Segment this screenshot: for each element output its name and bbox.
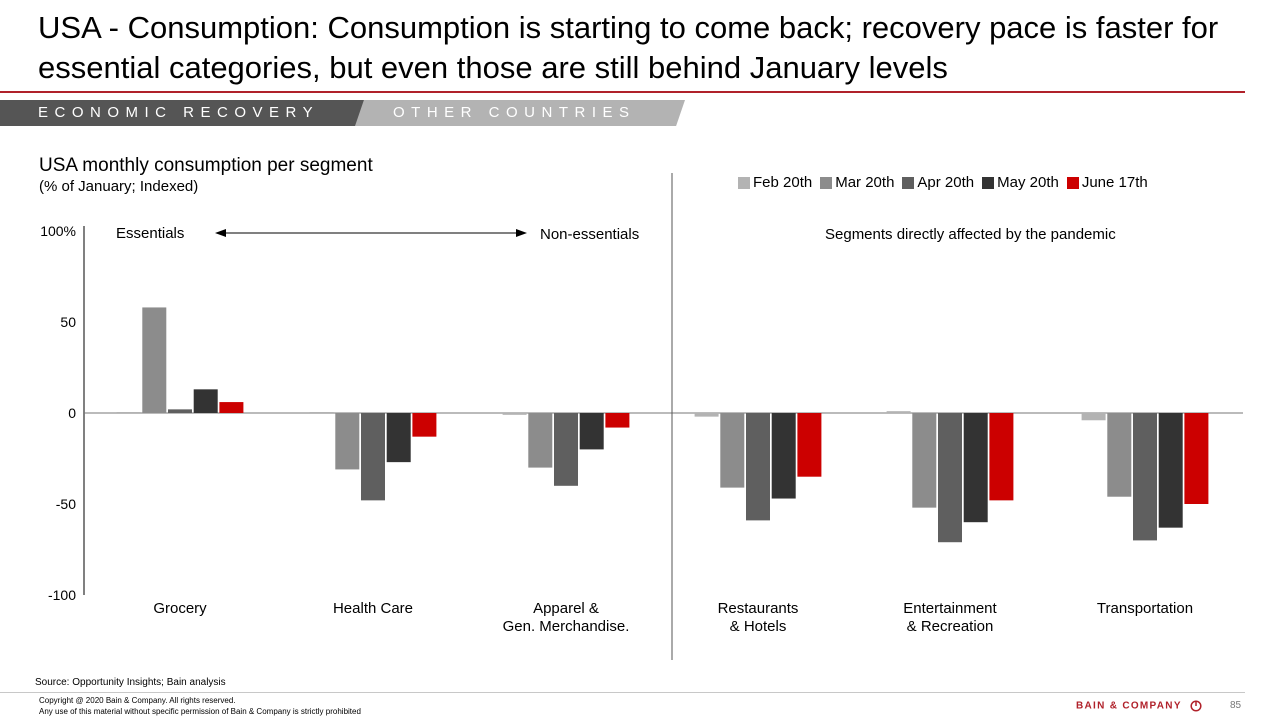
bar-apr	[1133, 413, 1157, 541]
bar-june	[1184, 413, 1209, 504]
footer-divider	[0, 692, 1245, 693]
legend-item-feb: Feb 20th	[738, 174, 812, 191]
arrow-head-right-icon	[516, 229, 527, 237]
bar-june	[412, 413, 437, 437]
chart-subtitle: (% of January; Indexed)	[39, 178, 199, 195]
copyright-notice: Copyright @ 2020 Bain & Company. All rig…	[39, 695, 361, 717]
y-tick-label: 100%	[40, 223, 76, 239]
bar-mar	[335, 413, 360, 470]
bar-june	[989, 413, 1014, 501]
bar-june	[605, 413, 630, 428]
bar-may	[771, 413, 796, 499]
legend-label-mar: Mar 20th	[835, 174, 895, 191]
copyright-line-1: Copyright @ 2020 Bain & Company. All rig…	[39, 696, 236, 705]
bar-feb	[1081, 413, 1106, 421]
annotation-essentials: Essentials	[116, 225, 184, 242]
arrow-head-left-icon	[215, 229, 226, 237]
bar-apr	[938, 413, 962, 543]
source-note: Source: Opportunity Insights; Bain analy…	[35, 677, 226, 688]
bar-feb	[694, 413, 719, 417]
category-label: Health Care	[333, 600, 413, 617]
annotation-pandemic: Segments directly affected by the pandem…	[825, 226, 1116, 243]
category-label: Entertainment	[903, 600, 997, 617]
y-tick-label: -50	[56, 496, 76, 512]
legend-swatch-mar	[820, 176, 833, 189]
copyright-line-2: Any use of this material without specifi…	[39, 707, 361, 716]
y-tick-label: 50	[60, 314, 76, 330]
category-label: Gen. Merchandise.	[503, 618, 630, 635]
bar-feb	[116, 412, 141, 413]
bar-apr	[361, 413, 385, 501]
legend-label-apr: Apr 20th	[917, 174, 975, 191]
page-number: 85	[1230, 700, 1242, 711]
legend-item-may: May 20th	[982, 174, 1059, 191]
legend-label-june: June 17th	[1081, 174, 1148, 191]
legend-item-mar: Mar 20th	[820, 174, 894, 191]
legend-item-june: June 17th	[1066, 174, 1148, 191]
bar-feb	[309, 412, 334, 413]
annotation-non-essentials: Non-essentials	[540, 226, 639, 243]
bar-june	[219, 402, 244, 413]
legend-swatch-apr	[902, 176, 915, 189]
brand-name: BAIN & COMPANY	[1076, 700, 1182, 712]
brand-logo: BAIN & COMPANY	[1076, 700, 1202, 712]
bain-logo-icon	[1190, 700, 1202, 712]
bar-may	[963, 413, 988, 523]
legend-swatch-june	[1066, 176, 1079, 189]
chart-legend: Feb 20th Mar 20th Apr 20th May 20th June…	[738, 174, 1156, 191]
y-tick-label: 0	[68, 405, 76, 421]
legend-label-feb: Feb 20th	[753, 174, 813, 191]
category-label: Restaurants	[718, 600, 799, 617]
bar-may	[386, 413, 411, 463]
bar-mar	[528, 413, 553, 468]
bar-mar	[720, 413, 745, 488]
bar-may	[579, 413, 604, 450]
bar-feb	[502, 413, 527, 415]
bar-june	[797, 413, 822, 477]
bar-feb	[886, 411, 911, 413]
tab-other-countries[interactable]: OTHER COUNTRIES	[355, 100, 685, 126]
legend-swatch-feb	[738, 176, 750, 189]
bar-may	[1158, 413, 1183, 528]
bar-may	[193, 389, 218, 413]
bar-mar	[142, 307, 167, 413]
legend-label-may: May 20th	[997, 174, 1059, 191]
bar-apr	[168, 409, 192, 413]
category-label: Grocery	[153, 600, 207, 617]
y-tick-label: -100	[48, 587, 76, 603]
bar-mar	[912, 413, 937, 508]
category-label: & Hotels	[730, 618, 787, 635]
legend-item-apr: Apr 20th	[902, 174, 974, 191]
chart-title: USA monthly consumption per segment	[39, 155, 373, 176]
bar-mar	[1107, 413, 1132, 497]
category-label: Transportation	[1097, 600, 1193, 617]
category-label: Apparel &	[533, 600, 599, 617]
bar-apr	[746, 413, 770, 521]
slide-title: USA - Consumption: Consumption is starti…	[38, 10, 1219, 85]
bar-apr	[554, 413, 578, 486]
tab-economic-recovery[interactable]: ECONOMIC RECOVERY	[0, 100, 365, 126]
category-label: & Recreation	[907, 618, 994, 635]
title-divider	[0, 91, 1245, 93]
legend-swatch-may	[982, 176, 995, 189]
